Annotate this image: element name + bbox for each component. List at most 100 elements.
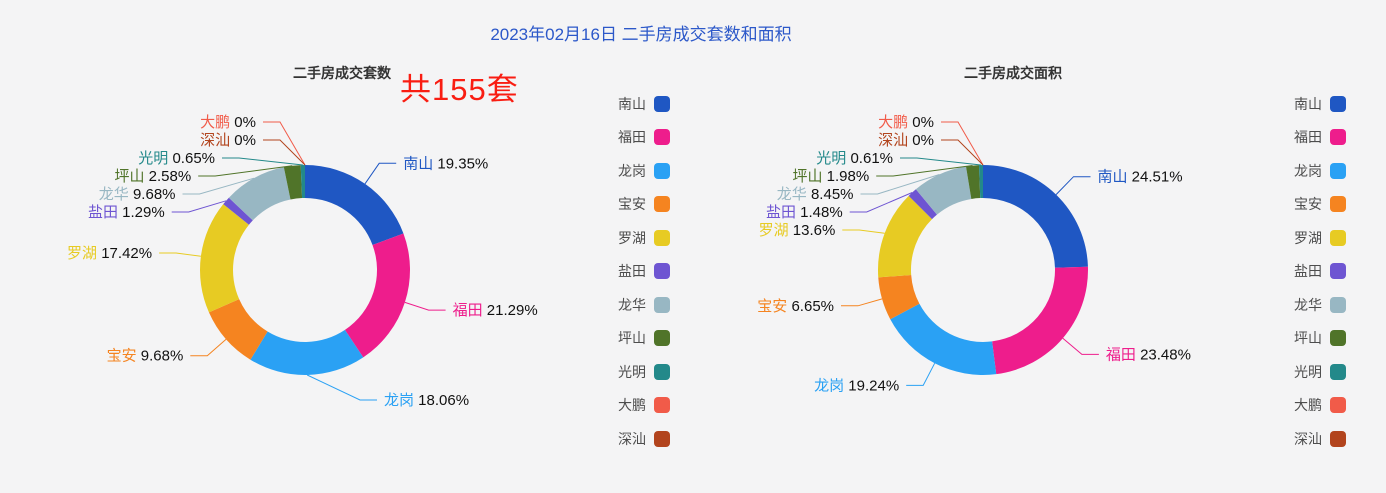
legend-item-pingshan[interactable]: 坪山 bbox=[600, 327, 670, 351]
legend-label: 罗湖 bbox=[618, 229, 646, 246]
legend-swatch-nanshan bbox=[654, 95, 670, 112]
label-line-futian bbox=[1062, 337, 1099, 355]
legend-swatch-futian bbox=[1330, 129, 1346, 146]
legend-item-nanshan[interactable]: 南山 bbox=[600, 92, 670, 116]
label-line-dapeng bbox=[263, 121, 306, 166]
slice-longgang[interactable] bbox=[890, 303, 997, 375]
legend-swatch-longhua bbox=[1330, 296, 1346, 313]
legend-swatch-nanshan bbox=[1330, 95, 1346, 112]
legend-item-luohu[interactable]: 罗湖 bbox=[600, 226, 670, 250]
legend-swatch-baoan bbox=[1330, 196, 1346, 213]
slice-nanshan[interactable] bbox=[305, 165, 404, 245]
slice-pingshan[interactable] bbox=[283, 165, 303, 200]
slice-longhua[interactable] bbox=[228, 167, 291, 221]
slice-label-longgang: 龙岗 18.06% bbox=[384, 392, 469, 409]
slice-guangming[interactable] bbox=[300, 165, 305, 199]
slice-guangming[interactable] bbox=[978, 165, 983, 199]
legend-item-guangming[interactable]: 光明 bbox=[600, 360, 670, 384]
legend-swatch-longhua bbox=[654, 296, 670, 313]
legend-item-futian[interactable]: 福田 bbox=[600, 126, 670, 150]
slice-baoan[interactable] bbox=[208, 299, 268, 360]
legend-item-shenshan[interactable]: 深汕 bbox=[600, 427, 670, 451]
slice-luohu[interactable] bbox=[199, 204, 249, 313]
label-line-guangming bbox=[900, 157, 982, 166]
label-line-guangming bbox=[222, 157, 303, 166]
legend-item-pingshan[interactable]: 坪山 bbox=[1276, 327, 1346, 351]
slice-futian[interactable] bbox=[992, 266, 1088, 375]
legend-swatch-baoan bbox=[654, 196, 670, 213]
legend-swatch-dapeng bbox=[1330, 397, 1346, 414]
legend-swatch-shenshan bbox=[1330, 430, 1346, 447]
slice-label-baoan: 宝安 9.68% bbox=[107, 348, 184, 365]
slice-yantian[interactable] bbox=[223, 197, 253, 225]
slice-label-pingshan: 坪山 1.98% bbox=[792, 168, 869, 185]
legend-item-nanshan[interactable]: 南山 bbox=[1276, 92, 1346, 116]
slice-futian[interactable] bbox=[344, 233, 410, 358]
legend-swatch-luohu bbox=[1330, 229, 1346, 246]
slice-label-shenshan: 深汕 0% bbox=[200, 132, 256, 149]
legend-swatch-yantian bbox=[1330, 263, 1346, 280]
slice-label-longhua: 龙华 8.45% bbox=[777, 186, 854, 203]
legend-swatch-pingshan bbox=[1330, 330, 1346, 347]
legend-area: 南山福田龙岗宝安罗湖盐田龙华坪山光明大鹏深汕 bbox=[1276, 92, 1346, 451]
slice-longhua[interactable] bbox=[915, 166, 972, 215]
legend-item-yantian[interactable]: 盐田 bbox=[1276, 260, 1346, 284]
slice-label-luohu: 罗湖 17.42% bbox=[67, 245, 152, 262]
label-line-longgang bbox=[906, 362, 936, 386]
legend-label: 大鹏 bbox=[1294, 397, 1322, 414]
slice-label-pingshan: 坪山 2.58% bbox=[114, 168, 191, 185]
slice-baoan[interactable] bbox=[878, 275, 920, 320]
legend-item-longgang[interactable]: 龙岗 bbox=[1276, 159, 1346, 183]
legend-swatch-dapeng bbox=[654, 397, 670, 414]
legend-label: 福田 bbox=[1294, 129, 1322, 146]
legend-label: 光明 bbox=[1294, 363, 1322, 380]
legend-swatch-guangming bbox=[1330, 363, 1346, 380]
legend-item-futian[interactable]: 福田 bbox=[1276, 126, 1346, 150]
slice-label-yantian: 盐田 1.48% bbox=[766, 204, 843, 221]
label-line-longgang bbox=[306, 374, 377, 401]
slice-label-luohu: 罗湖 13.6% bbox=[759, 222, 836, 239]
legend-item-longhua[interactable]: 龙华 bbox=[1276, 293, 1346, 317]
legend-item-yantian[interactable]: 盐田 bbox=[600, 260, 670, 284]
legend-item-baoan[interactable]: 宝安 bbox=[600, 193, 670, 217]
slice-label-guangming: 光明 0.65% bbox=[138, 150, 215, 167]
legend-label: 南山 bbox=[618, 95, 646, 112]
label-line-baoan bbox=[841, 298, 883, 307]
legend-label: 南山 bbox=[1294, 95, 1322, 112]
legend-label: 坪山 bbox=[618, 330, 646, 347]
slice-label-longgang: 龙岗 19.24% bbox=[814, 377, 899, 394]
legend-item-longgang[interactable]: 龙岗 bbox=[600, 159, 670, 183]
slice-pingshan[interactable] bbox=[965, 165, 981, 199]
slice-longgang[interactable] bbox=[250, 329, 364, 375]
legend-item-dapeng[interactable]: 大鹏 bbox=[600, 394, 670, 418]
donut-chart-1: 南山 24.51% 福田 23.48% 龙岗 19.24% 宝安 6.65% 罗湖 13… bbox=[757, 114, 1191, 394]
legend-item-dapeng[interactable]: 大鹏 bbox=[1276, 394, 1346, 418]
legend-swatch-luohu bbox=[654, 229, 670, 246]
legend-item-luohu[interactable]: 罗湖 bbox=[1276, 226, 1346, 250]
slice-yantian[interactable] bbox=[908, 189, 937, 220]
slice-label-shenshan: 深汕 0% bbox=[878, 132, 934, 149]
legend-swatch-pingshan bbox=[654, 330, 670, 347]
slice-label-guangming: 光明 0.61% bbox=[816, 150, 893, 167]
chart-title-units: 二手房成交套数 bbox=[293, 65, 391, 81]
legend-item-shenshan[interactable]: 深汕 bbox=[1276, 427, 1346, 451]
slice-label-longhua: 龙华 9.68% bbox=[99, 186, 176, 203]
legend-label: 大鹏 bbox=[618, 397, 646, 414]
slice-luohu[interactable] bbox=[878, 195, 933, 278]
legend-item-longhua[interactable]: 龙华 bbox=[600, 293, 670, 317]
total-units-annotation: 共155套 bbox=[400, 72, 519, 107]
legend-item-baoan[interactable]: 宝安 bbox=[1276, 193, 1346, 217]
legend-label: 罗湖 bbox=[1294, 229, 1322, 246]
legend-item-guangming[interactable]: 光明 bbox=[1276, 360, 1346, 384]
label-line-longhua bbox=[860, 174, 940, 195]
legend-label: 盐田 bbox=[1294, 263, 1322, 280]
label-line-nanshan bbox=[364, 162, 397, 185]
label-line-yantian bbox=[171, 200, 227, 213]
label-line-yantian bbox=[849, 192, 913, 213]
slice-nanshan[interactable] bbox=[983, 165, 1088, 268]
label-line-shenshan bbox=[263, 139, 306, 166]
legend-label: 宝安 bbox=[618, 196, 646, 213]
label-line-shenshan bbox=[941, 139, 984, 166]
page-title: 2023年02月16日 二手房成交套数和面积 bbox=[490, 25, 792, 44]
